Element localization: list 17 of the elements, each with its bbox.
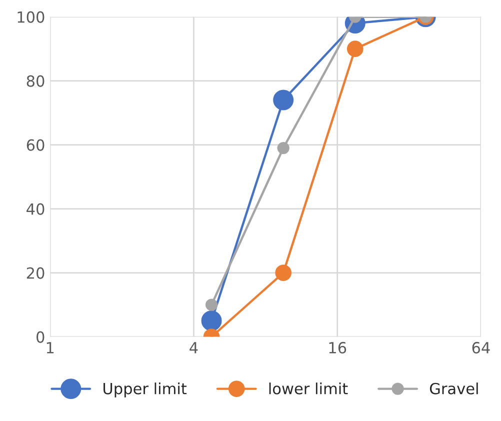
point (201, 310, 222, 332)
legend-label: Upper limit (104, 382, 187, 398)
x-tick-label: 64 (472, 342, 490, 354)
x-tick-label: 1 (46, 342, 54, 354)
y-tick-label: 40 (26, 203, 44, 215)
point (205, 298, 218, 311)
legend-label: Gravel (430, 382, 478, 394)
x-tick-label: 4 (190, 342, 198, 354)
y-tick-label: 80 (26, 75, 44, 87)
y-tick-label: 60 (26, 139, 44, 151)
point (275, 264, 292, 281)
point (277, 142, 290, 154)
x-tick-label: 16 (329, 342, 346, 354)
y-tick-label: 20 (26, 267, 44, 279)
y-tick-label: 100 (18, 11, 44, 23)
y-tick-label: 0 (36, 331, 44, 343)
legend-label: lower limit (269, 382, 348, 394)
